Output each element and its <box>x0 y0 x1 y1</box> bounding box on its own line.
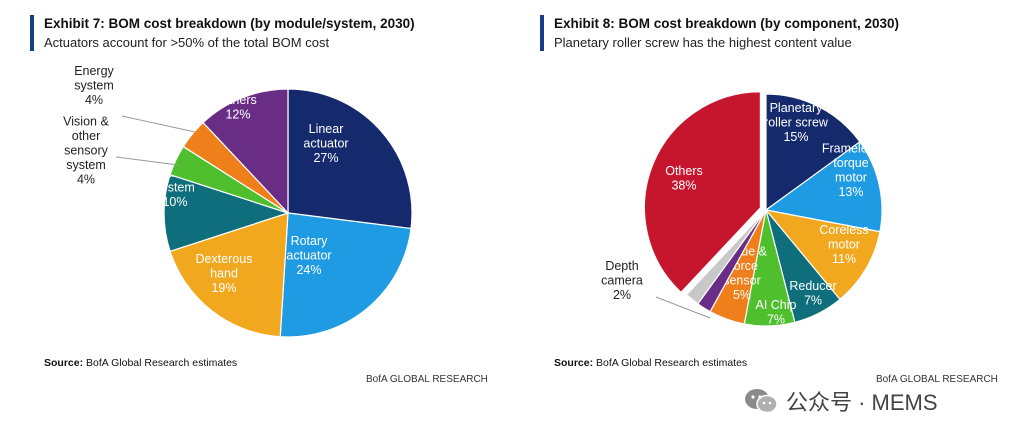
pie-slice-others <box>202 88 289 215</box>
slice-label: Reducer 7% <box>789 279 836 308</box>
title-accent-bar <box>540 15 544 51</box>
slice-label: Energy system 4% <box>74 64 114 107</box>
leader-line <box>655 296 711 319</box>
brand-footer: BofA GLOBAL RESEARCH <box>366 374 488 385</box>
slice-label: Frameless torque motor 13% <box>822 142 880 200</box>
slice-label: Others 38% <box>665 164 703 193</box>
pie-slice-frameless <box>764 140 883 233</box>
source-text: BofA Global Research estimates <box>83 357 238 369</box>
chart-title: Exhibit 7: BOM cost breakdown (by module… <box>44 16 415 31</box>
pie-chart-component: Planetary roller screw 15%Frameless torque m… <box>601 91 883 327</box>
pie-slice-rotary <box>279 212 412 338</box>
source-note: Source: BofA Global Research estimates <box>554 357 747 369</box>
source-label: Source: <box>554 357 594 369</box>
pie-slice-others <box>643 91 762 294</box>
slice-label: Coreless motor 11% <box>819 223 868 266</box>
slice-label: Linear actuator 27% <box>303 122 348 165</box>
title-accent-bar <box>30 15 34 51</box>
wechat-icon <box>745 389 778 414</box>
exhibit-7: Exhibit 7: BOM cost breakdown (by module… <box>30 0 500 441</box>
source-text: BofA Global Research estimates <box>593 357 748 369</box>
chart-title: Exhibit 8: BOM cost breakdown (by compon… <box>554 16 900 31</box>
brand-footer: BofA GLOBAL RESEARCH <box>876 374 998 385</box>
pie-slice-coreless <box>764 209 881 301</box>
slice-label: AI Chip 7% <box>756 298 797 327</box>
watermark-text: 公众号 · MEMS <box>786 390 938 415</box>
chart-subtitle: Planetary roller screw has the highest c… <box>554 35 852 50</box>
pie-slice-controlling <box>163 173 290 253</box>
slice-label: Others 12% <box>219 93 257 122</box>
source-label: Source: <box>44 357 84 369</box>
pie-slice-lidar <box>685 209 767 305</box>
pie-slice-dexterous <box>169 212 289 338</box>
pie-chart-module: Linear actuator 27% Rotary actuator 24% Dexter… <box>63 64 413 338</box>
slice-label: Rotary actuator 24% <box>286 234 331 277</box>
chart-subtitle: Actuators account for >50% of the total … <box>44 35 330 50</box>
slice-label: Dexterous hand 19% <box>196 252 253 295</box>
wechat-watermark: 公众号 · MEMS <box>744 386 938 416</box>
slice-label: Planetary roller screw 15% <box>764 101 829 144</box>
leader-line <box>115 156 179 166</box>
source-note: Source: BofA Global Research estimates <box>44 357 237 369</box>
pie-slice-planetary <box>765 93 861 212</box>
leader-line <box>121 115 196 133</box>
pie-slice-linear <box>287 88 413 230</box>
slice-label: Depth camera 2% <box>601 259 643 302</box>
slice-label: Vision & other sensory system 4% <box>63 114 109 186</box>
exhibit-8: Exhibit 8: BOM cost breakdown (by compon… <box>540 0 1010 441</box>
